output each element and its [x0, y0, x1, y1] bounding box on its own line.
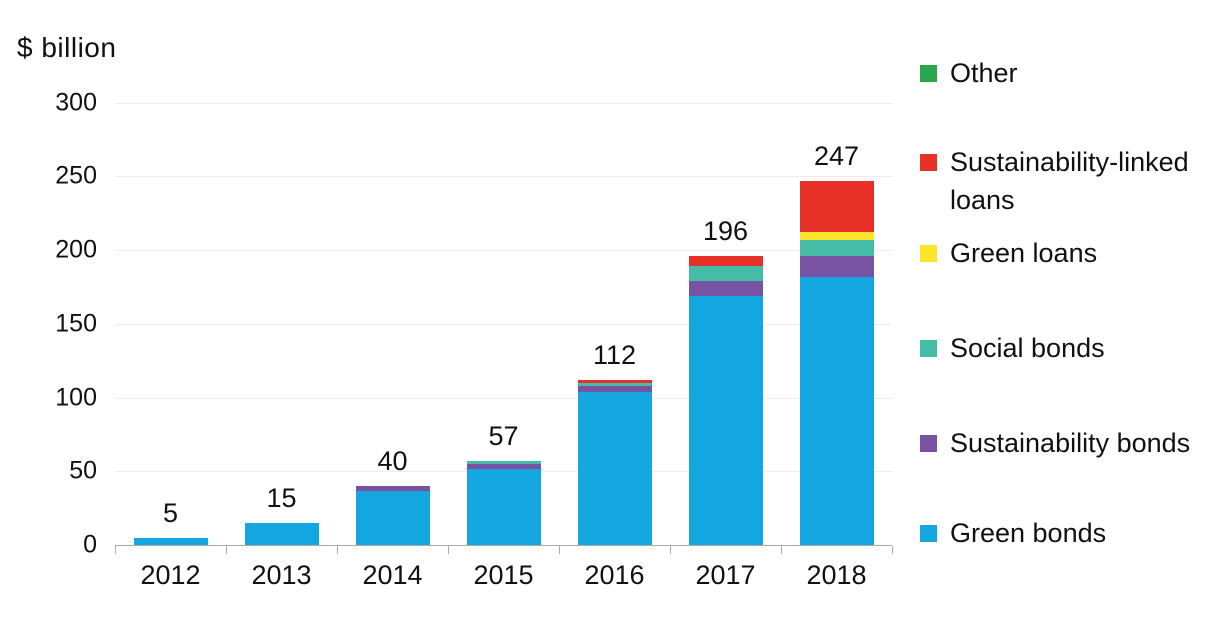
bar-segment-green-bonds-2016: [577, 392, 652, 545]
legend-swatch-sustainability-linked-loans-icon: [920, 154, 937, 171]
legend-label: Green bonds: [950, 518, 1107, 548]
bar-segment-social-bonds-2016: [577, 382, 652, 386]
x-axis-label: 2018: [806, 560, 867, 590]
y-axis-title: $ billion: [17, 32, 117, 63]
bar-segment-sustainability-bonds-2018: [799, 255, 874, 277]
gridline-150: [115, 323, 892, 325]
x-axis-tick: [559, 546, 560, 554]
y-axis-tick-label: 300: [55, 88, 97, 116]
y-axis-tick-label: 0: [83, 530, 97, 559]
bar-segment-social-bonds-2018: [799, 239, 874, 256]
bar-segment-green-bonds-2015: [466, 469, 541, 545]
y-axis-tick-label: 150: [55, 309, 97, 338]
legend-swatch-sustainability-bonds-icon: [920, 435, 937, 452]
bar-total-label: 112: [592, 339, 637, 370]
y-axis-tick-label: 250: [55, 161, 97, 190]
legend-swatch-green-bonds-icon: [920, 525, 937, 542]
x-axis-tick: [892, 546, 893, 554]
gridline-250: [115, 176, 892, 178]
legend-item-green-bonds: Green bonds: [920, 514, 1202, 552]
legend-swatch-social-bonds-icon: [920, 340, 937, 357]
bar-segment-sustainability-linked-loans-2016: [577, 379, 652, 383]
legend-item-sustainability-bonds: Sustainability bonds: [920, 424, 1202, 462]
x-axis-label: 2012: [140, 560, 201, 590]
x-axis-tick: [226, 546, 227, 554]
legend-item-other: Other: [920, 54, 1202, 92]
legend-item-sustainability-linked-loans: Sustainability-linked loans: [920, 143, 1202, 219]
x-axis-tick: [337, 546, 338, 554]
gridline-100: [115, 397, 892, 399]
x-axis-tick: [670, 546, 671, 554]
y-axis-tick-label: 200: [55, 235, 97, 264]
bar-segment-social-bonds-2017: [688, 266, 763, 281]
bar-segment-green-bonds-2012: [133, 537, 208, 545]
bar-segment-green-loans-2018: [799, 232, 874, 240]
y-axis-tick-label: 50: [69, 456, 97, 485]
x-axis-label: 2013: [251, 560, 312, 590]
legend-item-social-bonds: Social bonds: [920, 329, 1202, 367]
bar-total-label: 15: [266, 482, 297, 513]
bar-total-label: 247: [813, 140, 860, 171]
x-axis-line: [115, 545, 892, 546]
x-axis-label: 2016: [584, 560, 645, 590]
bar-segment-green-bonds-2014: [355, 491, 430, 545]
bar-segment-sustainability-bonds-2015: [466, 463, 541, 470]
x-axis-label: 2014: [362, 560, 423, 590]
bar-segment-sustainability-bonds-2016: [577, 385, 652, 393]
bar-total-label: 40: [377, 446, 408, 476]
legend-swatch-other-icon: [920, 65, 937, 82]
bar-segment-green-bonds-2017: [688, 295, 763, 545]
x-axis-tick: [115, 546, 116, 554]
bar-segment-sustainability-linked-loans-2018: [799, 180, 874, 233]
bar-segment-green-bonds-2013: [244, 522, 319, 545]
gridline-200: [115, 250, 892, 251]
legend-label: Sustainability bonds: [950, 428, 1191, 458]
legend-label: Green loans: [950, 238, 1098, 268]
bar-total-label: 57: [488, 420, 519, 451]
x-axis-tick: [448, 546, 449, 554]
bar-segment-sustainability-bonds-2014: [355, 486, 430, 492]
bar-segment-social-bonds-2015: [466, 460, 541, 464]
legend-item-green-loans: Green loans: [920, 234, 1202, 272]
bar-segment-green-bonds-2018: [799, 276, 874, 545]
bar-total-label: 196: [702, 215, 749, 246]
x-axis-label: 2017: [695, 560, 756, 590]
gridline-300: [115, 102, 892, 104]
legend-label: Sustainability-linked loans: [950, 147, 1189, 215]
bar-segment-sustainability-linked-loans-2017: [688, 255, 763, 267]
legend-swatch-green-loans-icon: [920, 245, 937, 262]
y-axis-tick-label: 100: [55, 383, 97, 411]
legend-label: Other: [950, 58, 1018, 88]
x-axis-tick: [781, 546, 782, 554]
bar-segment-sustainability-bonds-2017: [688, 280, 763, 296]
legend-label: Social bonds: [950, 333, 1105, 363]
bar-total-label: 5: [162, 497, 179, 528]
x-axis-label: 2015: [473, 560, 534, 590]
